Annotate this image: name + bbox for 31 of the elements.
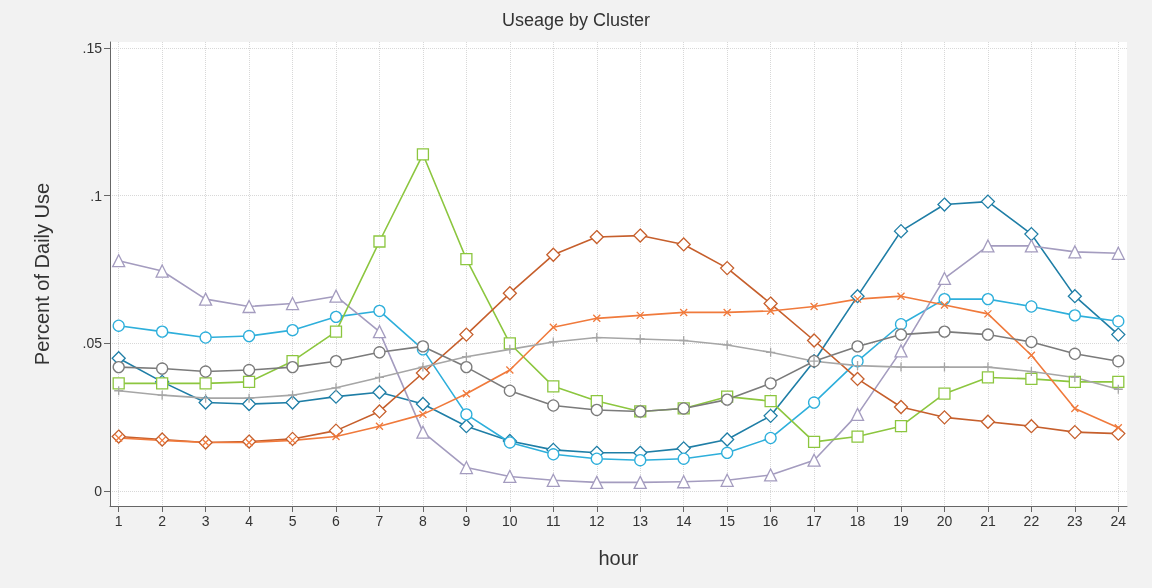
y-tick-label: .1 <box>90 187 103 204</box>
x-tick-label: 18 <box>849 513 866 529</box>
x-tick-label: 12 <box>588 513 605 529</box>
x-tick-label: 3 <box>201 513 210 529</box>
x-tick-label: 4 <box>245 513 254 529</box>
x-tick-label: 8 <box>419 513 428 529</box>
x-tick-label: 21 <box>980 513 996 529</box>
x-tick-label: 6 <box>332 513 341 529</box>
x-tick-label: 19 <box>893 513 909 529</box>
x-tick-label: 16 <box>762 513 779 529</box>
x-tick-label: 17 <box>806 513 823 529</box>
y-tick-label: .15 <box>82 39 103 56</box>
x-tick-label: 1 <box>114 513 123 529</box>
x-tick-label: 2 <box>158 513 167 529</box>
x-tick-label: 10 <box>502 513 518 529</box>
y-axis-title: Percent of Daily Use <box>31 182 53 366</box>
x-tick-label: 7 <box>375 513 384 529</box>
x-tick-label: 13 <box>632 513 649 529</box>
x-tick-label: 9 <box>462 513 471 529</box>
y-tick-label: .05 <box>82 335 103 352</box>
x-axis-title: hour <box>598 547 639 569</box>
x-tick-label: 22 <box>1023 513 1040 529</box>
x-tick-label: 11 <box>546 513 561 529</box>
x-tick-label: 24 <box>1110 513 1127 529</box>
y-tick-label: 0 <box>94 483 103 500</box>
x-tick-label: 15 <box>719 513 736 529</box>
x-tick-label: 20 <box>936 513 953 529</box>
x-tick-label: 5 <box>288 513 297 529</box>
chart-title: Useage by Cluster <box>501 10 651 30</box>
x-tick-label: 23 <box>1067 513 1083 529</box>
x-tick-label: 14 <box>675 513 692 529</box>
